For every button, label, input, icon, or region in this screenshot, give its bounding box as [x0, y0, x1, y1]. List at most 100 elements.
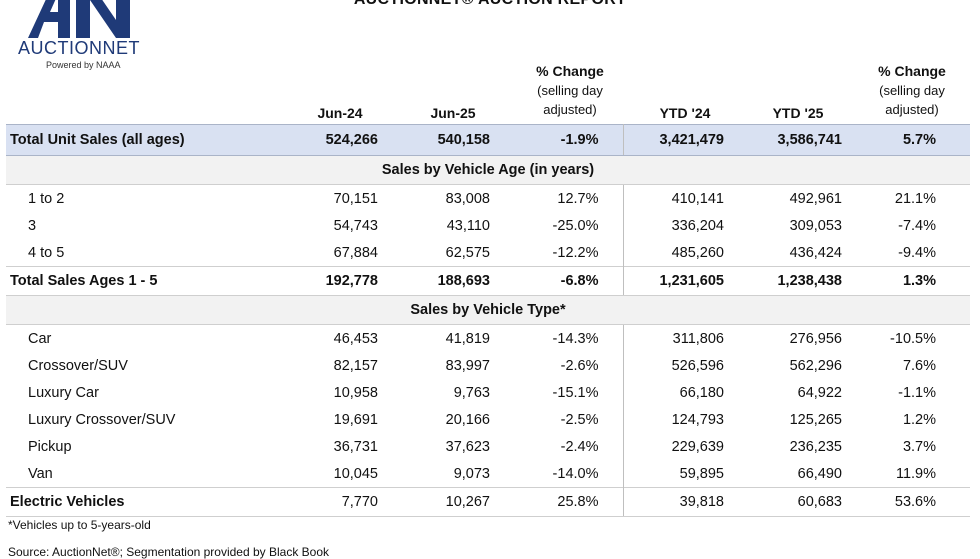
- cell-pct: -12.2%: [490, 239, 624, 267]
- cell-pct: 12.7%: [490, 184, 624, 212]
- cell-jun25: 43,110: [446, 217, 490, 234]
- cell-pct: -6.8%: [490, 266, 624, 296]
- cell-ytd25: 276,956: [789, 330, 842, 347]
- total-unit-sales-row: Total Unit Sales (all ages) 524,266 540,…: [6, 124, 970, 156]
- row-label: 4 to 5: [28, 244, 65, 261]
- cell-jun24: 46,453: [333, 330, 378, 347]
- row-label: Total Sales Ages 1 - 5: [6, 266, 268, 296]
- header-pct-line2: (selling day: [537, 83, 603, 98]
- cell-jun24: 70,151: [333, 190, 378, 207]
- cell-jun24: 36,731: [333, 438, 378, 455]
- row-label: Crossover/SUV: [28, 357, 128, 374]
- table-row: Luxury Car 10,958 9,763 -15.1% 66,180 64…: [6, 379, 970, 406]
- cell-ytd25: 64,922: [797, 384, 842, 401]
- auction-report-table: Total Unit Sales (all ages) 524,266 540,…: [6, 124, 970, 517]
- cell-ytd24: 39,818: [623, 487, 724, 517]
- cell-ytd25: 309,053: [789, 217, 842, 234]
- cell-ytd-pct: 1.2%: [902, 411, 936, 428]
- cell-jun24: 67,884: [333, 244, 378, 261]
- cell-jun25: 20,166: [445, 411, 490, 428]
- total-sales-ages-row: Total Sales Ages 1 - 5 192,778 188,693 -…: [6, 266, 970, 296]
- cell-ytd25: 125,265: [789, 411, 842, 428]
- cell-ytd24: 485,260: [671, 244, 724, 261]
- header-ytd24: YTD '24: [659, 105, 711, 121]
- row-label: 1 to 2: [28, 190, 65, 207]
- cell-ytd25: 3,586,741: [724, 124, 842, 156]
- cell-ytd24: 311,806: [672, 330, 724, 347]
- cell-ytd24: 410,141: [671, 190, 724, 207]
- electric-vehicles-row: Electric Vehicles 7,770 10,267 25.8% 39,…: [6, 487, 970, 517]
- cell-jun24: 54,743: [333, 217, 378, 234]
- cell-jun24: 10,958: [333, 384, 378, 401]
- header-ytd-pct-line1: % Change: [878, 63, 946, 79]
- header-jun25: Jun-25: [430, 105, 476, 121]
- cell-ytd-pct: -9.4%: [898, 244, 936, 261]
- cell-pct: -25.0%: [490, 212, 624, 239]
- cell-ytd25: 236,235: [789, 438, 842, 455]
- section-header-age: Sales by Vehicle Age (in years): [6, 155, 970, 185]
- cell-ytd-pct: -1.1%: [898, 384, 936, 401]
- cell-ytd24: 124,793: [671, 411, 724, 428]
- cell-ytd-pct: 3.7%: [902, 438, 936, 455]
- report-title: AUCTIONNET® AUCTION REPORT: [0, 0, 980, 9]
- an-logo-mark-icon: [28, 0, 130, 38]
- cell-ytd-pct: 7.6%: [902, 357, 936, 374]
- cell-jun25: 83,997: [445, 357, 490, 374]
- cell-ytd25: 60,683: [724, 487, 842, 517]
- cell-pct: -2.4%: [490, 433, 624, 460]
- cell-jun25: 37,623: [445, 438, 490, 455]
- table-row: Car 46,453 41,819 -14.3% 311,806 276,956…: [6, 324, 970, 352]
- cell-ytd-pct: 1.3%: [842, 266, 970, 296]
- header-ytd-pct-line2: (selling day: [879, 83, 945, 98]
- cell-jun24: 7,770: [268, 487, 378, 517]
- row-label: Car: [28, 330, 52, 347]
- cell-pct: -2.5%: [490, 406, 624, 433]
- header-jun24: Jun-24: [317, 105, 363, 121]
- logo-wordmark: AUCTIONNET: [18, 38, 140, 58]
- section-title: Sales by Vehicle Type*: [6, 295, 970, 325]
- row-label: Luxury Car: [28, 384, 99, 401]
- cell-jun24: 10,045: [333, 465, 378, 482]
- cell-ytd25: 562,296: [789, 357, 842, 374]
- table-row: Crossover/SUV 82,157 83,997 -2.6% 526,59…: [6, 352, 970, 379]
- cell-ytd25: 492,961: [789, 190, 842, 207]
- cell-pct: -14.0%: [490, 460, 624, 488]
- cell-ytd-pct: 21.1%: [894, 190, 936, 207]
- logo-tagline: Powered by NAAA: [46, 60, 121, 70]
- table-row: Van 10,045 9,073 -14.0% 59,895 66,490 11…: [6, 460, 970, 488]
- cell-jun24: 19,691: [333, 411, 378, 428]
- row-label: Van: [28, 465, 53, 482]
- header-pct-line3: adjusted): [543, 102, 597, 117]
- cell-ytd25: 436,424: [789, 244, 842, 261]
- source-note: Source: AuctionNet®; Segmentation provid…: [8, 545, 330, 559]
- header-pct-change-month: % Change (selling day adjusted): [510, 62, 630, 119]
- cell-ytd24: 336,204: [671, 217, 724, 234]
- cell-pct: -2.6%: [490, 352, 624, 379]
- cell-ytd25: 1,238,438: [724, 266, 842, 296]
- section-header-type: Sales by Vehicle Type*: [6, 295, 970, 325]
- cell-ytd25: 66,490: [797, 465, 842, 482]
- section-title: Sales by Vehicle Age (in years): [6, 155, 970, 185]
- cell-jun24: 82,157: [333, 357, 378, 374]
- table-row: Luxury Crossover/SUV 19,691 20,166 -2.5%…: [6, 406, 970, 433]
- cell-jun25: 9,763: [453, 384, 490, 401]
- table-row: Pickup 36,731 37,623 -2.4% 229,639 236,2…: [6, 433, 970, 460]
- header-pct-change-ytd: % Change (selling day adjusted): [852, 62, 972, 119]
- header-pct-line1: % Change: [536, 63, 604, 79]
- cell-jun25: 188,693: [378, 266, 490, 296]
- cell-ytd24: 229,639: [671, 438, 724, 455]
- cell-ytd-pct: 11.9%: [895, 465, 936, 482]
- cell-jun25: 41,819: [445, 330, 490, 347]
- cell-jun25: 62,575: [445, 244, 490, 261]
- cell-ytd24: 526,596: [671, 357, 724, 374]
- cell-ytd-pct: 53.6%: [842, 487, 970, 517]
- cell-jun25: 540,158: [378, 124, 490, 156]
- cell-jun25: 10,267: [378, 487, 490, 517]
- row-label: 3: [28, 217, 37, 234]
- cell-pct: -14.3%: [490, 324, 624, 352]
- header-ytd-pct-line3: adjusted): [885, 102, 939, 117]
- row-label: Pickup: [28, 438, 72, 455]
- header-ytd25: YTD '25: [772, 105, 824, 121]
- table-row: 1 to 2 70,151 83,008 12.7% 410,141 492,9…: [6, 184, 970, 212]
- table-row: 3 54,743 43,110 -25.0% 336,204 309,053 -…: [6, 212, 970, 239]
